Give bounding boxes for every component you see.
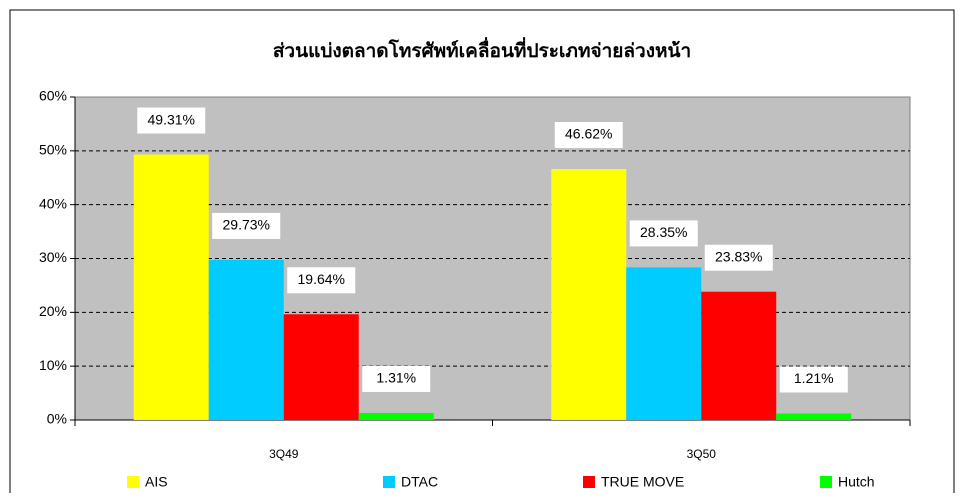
bar [701,291,777,420]
bar [626,267,702,420]
data-label: 49.31% [148,111,195,127]
legend-label: DTAC [401,474,438,490]
data-label-box [704,244,773,271]
data-label-box [137,107,206,134]
bar [133,154,209,420]
data-label: 28.35% [640,224,687,240]
data-label-box [554,122,623,149]
x-tick-label: 3Q49 [269,447,299,461]
legend-swatch [820,476,832,488]
bar [208,259,284,420]
y-tick-label: 30% [39,249,67,265]
legend-swatch [583,476,595,488]
legend-label: AIS [145,474,168,490]
y-tick-label: 50% [39,142,67,158]
y-tick-label: 60% [39,88,67,104]
data-label-box [362,365,431,392]
chart-title: ส่วนแบ่งตลาดโทรศัพท์เคลื่อนที่ประเภทจ่าย… [273,37,691,62]
x-tick-label: 3Q50 [687,447,717,461]
data-label: 1.31% [376,370,416,386]
y-tick-label: 40% [39,195,67,211]
data-label: 1.21% [794,370,834,386]
bar [776,413,852,420]
bar [551,169,627,420]
data-label-box [287,267,356,294]
data-label-box [779,366,848,393]
data-label: 46.62% [565,126,612,142]
bar [358,412,434,420]
y-tick-label: 10% [39,357,67,373]
legend-swatch [383,476,395,488]
y-tick-label: 20% [39,303,67,319]
legend-label: TRUE MOVE [601,474,684,490]
legend-swatch [127,476,139,488]
data-label-box [629,220,698,247]
data-label: 19.64% [298,271,345,287]
bar [283,314,359,420]
y-tick-label: 0% [47,411,67,427]
data-label-box [212,212,281,239]
data-label: 29.73% [223,217,270,233]
legend-label: Hutch [838,474,875,490]
data-label: 23.83% [715,248,762,264]
